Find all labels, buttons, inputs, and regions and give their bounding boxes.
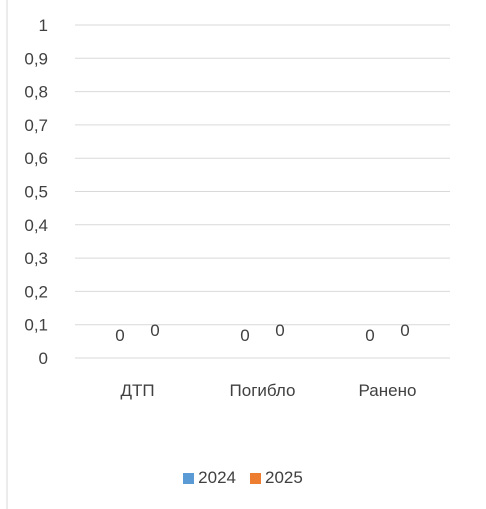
y-tick-label: 0,7 (24, 116, 48, 135)
data-label: 0 (400, 321, 409, 340)
y-tick-label: 0,6 (24, 149, 48, 168)
data-label: 0 (275, 321, 284, 340)
legend-label-2024: 2024 (198, 468, 236, 487)
legend-item-2025: 2025 (250, 468, 303, 488)
y-tick-label: 0,5 (24, 183, 48, 202)
data-label: 0 (115, 326, 124, 345)
data-label: 0 (150, 321, 159, 340)
y-tick-label: 0,1 (24, 316, 48, 335)
data-label: 0 (240, 326, 249, 345)
y-tick-label: 0,8 (24, 83, 48, 102)
y-tick-label: 1 (39, 16, 48, 35)
x-tick-label: ДТП (120, 381, 154, 400)
legend-item-2024: 2024 (183, 468, 236, 488)
x-tick-label: Ранено (359, 381, 417, 400)
x-tick-label: Погибло (230, 381, 296, 400)
legend-label-2025: 2025 (265, 468, 303, 487)
y-tick-label: 0 (39, 349, 48, 368)
legend-swatch-2025 (250, 472, 261, 484)
y-tick-label: 0,9 (24, 49, 48, 68)
legend: 2024 2025 (0, 468, 486, 488)
y-tick-label: 0,4 (24, 216, 48, 235)
data-label: 0 (365, 326, 374, 345)
y-tick-label: 0,3 (24, 249, 48, 268)
legend-swatch-2024 (183, 472, 195, 484)
y-tick-label: 0,2 (24, 282, 48, 301)
